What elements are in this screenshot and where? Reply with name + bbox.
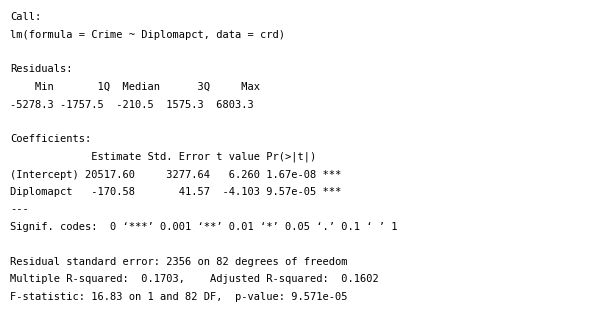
Text: -5278.3 -1757.5  -210.5  1575.3  6803.3: -5278.3 -1757.5 -210.5 1575.3 6803.3: [10, 100, 254, 110]
Text: (Intercept) 20517.60     3277.64   6.260 1.67e-08 ***: (Intercept) 20517.60 3277.64 6.260 1.67e…: [10, 170, 341, 180]
Text: Estimate Std. Error t value Pr(>|t|): Estimate Std. Error t value Pr(>|t|): [10, 152, 341, 162]
Text: F-statistic: 16.83 on 1 and 82 DF,  p-value: 9.571e-05: F-statistic: 16.83 on 1 and 82 DF, p-val…: [10, 292, 347, 302]
Text: ---: ---: [10, 205, 29, 214]
Text: Diplomapct   -170.58       41.57  -4.103 9.57e-05 ***: Diplomapct -170.58 41.57 -4.103 9.57e-05…: [10, 187, 341, 197]
Text: Multiple R-squared:  0.1703,    Adjusted R-squared:  0.1602: Multiple R-squared: 0.1703, Adjusted R-s…: [10, 275, 379, 285]
Text: lm(formula = Crime ~ Diplomapct, data = crd): lm(formula = Crime ~ Diplomapct, data = …: [10, 30, 285, 40]
Text: Residuals:: Residuals:: [10, 64, 73, 74]
Text: Min       1Q  Median      3Q     Max: Min 1Q Median 3Q Max: [10, 82, 260, 92]
Text: Residual standard error: 2356 on 82 degrees of freedom: Residual standard error: 2356 on 82 degr…: [10, 257, 347, 267]
Text: Coefficients:: Coefficients:: [10, 134, 91, 144]
Text: Call:: Call:: [10, 12, 41, 22]
Text: Signif. codes:  0 ‘***’ 0.001 ‘**’ 0.01 ‘*’ 0.05 ‘.’ 0.1 ‘ ’ 1: Signif. codes: 0 ‘***’ 0.001 ‘**’ 0.01 ‘…: [10, 222, 397, 232]
